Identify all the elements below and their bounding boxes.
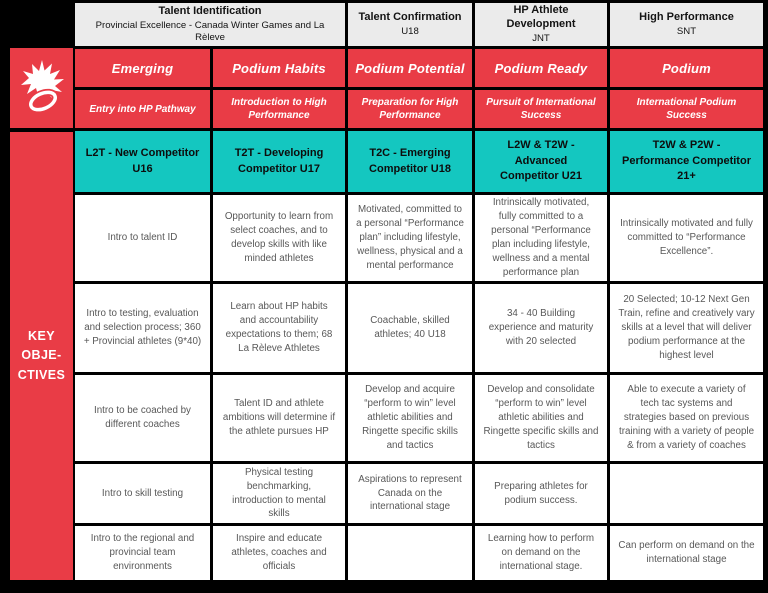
- objective-cell: Physical testing benchmarking, introduct…: [213, 464, 345, 523]
- objective-cell: Can perform on demand on the internation…: [610, 526, 763, 580]
- header-group-talent-confirmation: Talent Confirmation U18: [348, 3, 472, 46]
- objective-cell: Intro to be coached by different coaches: [75, 375, 210, 461]
- objective-cell: 34 - 40 Building experience and maturity…: [475, 284, 607, 372]
- objective-cell: Intro to talent ID: [75, 195, 210, 281]
- ringette-canada-logo-icon: [20, 60, 64, 114]
- objective-cell: Intro to skill testing: [75, 464, 210, 523]
- level-cell-t2c: T2C - Emerging Competitor U18: [348, 131, 472, 192]
- objective-cell: Aspirations to represent Canada on the i…: [348, 464, 472, 523]
- stage-subtitle-cell: International Podium Success: [610, 90, 763, 128]
- header-group-title: Talent Confirmation: [358, 11, 462, 24]
- level-cell-t2t: T2T - Developing Competitor U17: [213, 131, 345, 192]
- stage-subtitle-cell: Pursuit of International Success: [475, 90, 607, 128]
- objective-cell-empty: [348, 526, 472, 580]
- objective-cell: Talent ID and athlete ambitions will det…: [213, 375, 345, 461]
- ringette-canada-logo-cell: [10, 48, 73, 128]
- objective-cell: Able to execute a variety of tech tac sy…: [610, 375, 763, 461]
- objective-cell: Motivated, committed to a personal “Perf…: [348, 195, 472, 281]
- objective-cell: 20 Selected; 10-12 Next Gen Train, refin…: [610, 284, 763, 372]
- header-group-high-performance: High Performance SNT: [610, 3, 763, 46]
- header-group-hp-athlete-development: HP Athlete Development JNT: [475, 3, 607, 46]
- stage-cell-podium-potential: Podium Potential: [348, 49, 472, 87]
- stage-subtitle-cell: Entry into HP Pathway: [75, 90, 210, 128]
- objective-cell: Intrinsically motivated and fully commit…: [610, 195, 763, 281]
- objective-cell: Intrinsically motivated, fully committed…: [475, 195, 607, 281]
- objective-cell: Learn about HP habits and accountability…: [213, 284, 345, 372]
- sidebar: KEY OBJE- CTIVES: [10, 48, 73, 580]
- stage-cell-podium-habits: Podium Habits: [213, 49, 345, 87]
- stage-cell-podium-ready: Podium Ready: [475, 49, 607, 87]
- objective-cell: Inspire and educate athletes, coaches an…: [213, 526, 345, 580]
- stage-subtitle-cell: Preparation for High Performance: [348, 90, 472, 128]
- stage-cell-podium: Podium: [610, 49, 763, 87]
- pathway-grid: Talent Identification Provincial Excelle…: [75, 3, 763, 580]
- level-cell-t2w-p2w: T2W & P2W - Performance Competitor 21+: [610, 131, 763, 192]
- stage-subtitle-cell: Introduction to High Performance: [213, 90, 345, 128]
- header-group-title: HP Athlete Development: [506, 4, 576, 31]
- objective-cell: Opportunity to learn from select coaches…: [213, 195, 345, 281]
- header-group-subtitle: U18: [401, 25, 419, 37]
- level-cell-l2w-t2w: L2W & T2W - Advanced Competitor U21: [475, 131, 607, 192]
- key-objectives-line: KEY: [28, 328, 55, 343]
- key-objectives-label: KEY OBJE- CTIVES: [10, 132, 73, 580]
- key-objectives-line: CTIVES: [17, 367, 66, 382]
- objective-cell: Intro to testing, evaluation and selecti…: [75, 284, 210, 372]
- objective-cell: Develop and consolidate “perform to win”…: [475, 375, 607, 461]
- stage-cell-emerging: Emerging: [75, 49, 210, 87]
- header-group-title: High Performance: [639, 11, 734, 24]
- objective-cell: Intro to the regional and provincial tea…: [75, 526, 210, 580]
- header-group-subtitle: SNT: [676, 25, 697, 37]
- objective-cell: Develop and acquire “perform to win” lev…: [348, 375, 472, 461]
- objective-cell: Preparing athletes for podium success.: [475, 464, 607, 523]
- objective-cell-empty: [610, 464, 763, 523]
- objective-cell: Coachable, skilled athletes; 40 U18: [348, 284, 472, 372]
- header-group-title: Talent Identification: [158, 5, 262, 18]
- header-group-subtitle: Provincial Excellence - Canada Winter Ga…: [95, 19, 325, 43]
- level-cell-l2t: L2T - New Competitor U16: [75, 131, 210, 192]
- header-group-talent-identification: Talent Identification Provincial Excelle…: [75, 3, 345, 46]
- header-group-subtitle: JNT: [532, 32, 550, 44]
- objective-cell: Learning how to perform on demand on the…: [475, 526, 607, 580]
- key-objectives-line: OBJE-: [21, 348, 62, 363]
